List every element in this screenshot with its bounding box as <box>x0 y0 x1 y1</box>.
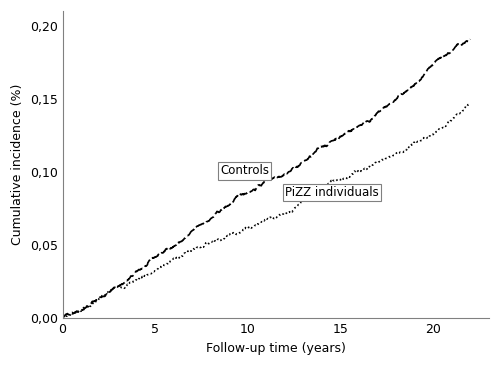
X-axis label: Follow-up time (years): Follow-up time (years) <box>206 342 346 355</box>
Controls <box>385 103 391 108</box>
Controls <box>378 108 384 113</box>
PiZZ individuals <box>101 293 107 297</box>
Controls <box>468 37 473 41</box>
PiZZ individuals <box>378 158 384 163</box>
Controls <box>60 316 66 321</box>
Line: PiZZ individuals: PiZZ individuals <box>62 104 470 318</box>
Text: Controls: Controls <box>220 164 269 177</box>
Controls <box>224 204 230 208</box>
PiZZ individuals <box>466 102 472 106</box>
PiZZ individuals <box>239 229 245 234</box>
PiZZ individuals <box>385 155 391 160</box>
PiZZ individuals <box>340 178 345 182</box>
PiZZ individuals <box>468 102 473 106</box>
Line: Controls: Controls <box>62 39 470 318</box>
Controls <box>101 294 107 299</box>
PiZZ individuals <box>60 315 66 320</box>
PiZZ individuals <box>224 234 230 238</box>
Controls <box>340 133 345 138</box>
Controls <box>239 192 245 196</box>
Y-axis label: Cumulative incidence (%): Cumulative incidence (%) <box>11 84 24 246</box>
Text: PiZZ individuals: PiZZ individuals <box>285 186 378 199</box>
